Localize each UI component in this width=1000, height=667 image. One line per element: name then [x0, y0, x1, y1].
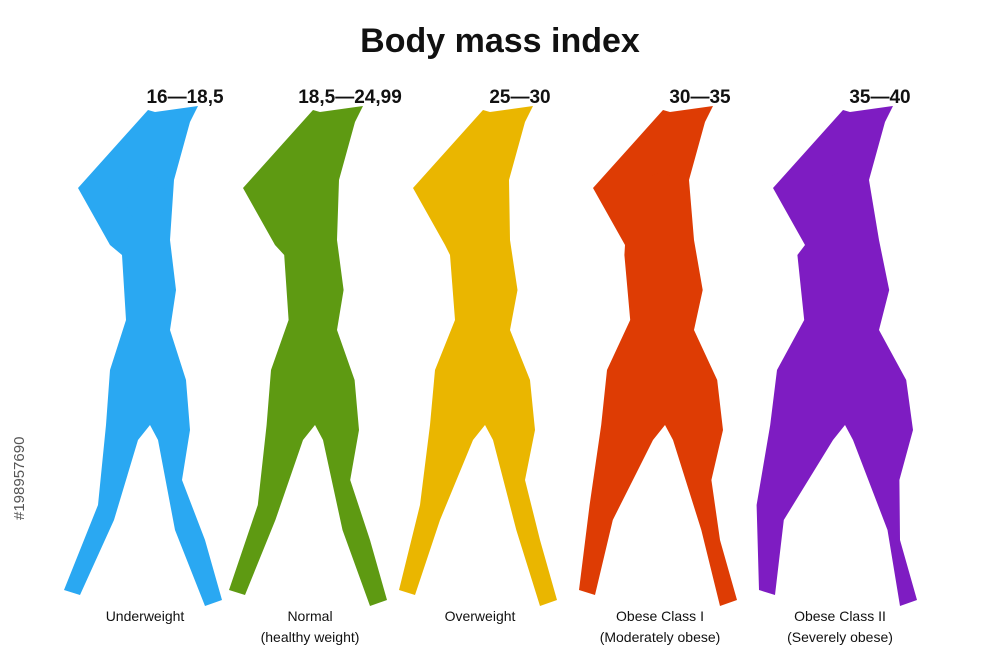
silhouette — [229, 106, 387, 606]
image-id: #198957690 — [11, 437, 28, 520]
bmi-range: 30—35 — [669, 87, 731, 108]
silhouette-neck — [303, 215, 319, 245]
title: Body mass index — [360, 22, 640, 60]
silhouette — [64, 106, 222, 606]
silhouette-head — [126, 173, 166, 223]
category-label: Overweight — [445, 608, 516, 624]
bmi-range: 16—18,5 — [146, 87, 224, 108]
category-label: Obese Class II — [794, 608, 886, 624]
silhouette-head — [641, 173, 681, 223]
category-label: Normal — [287, 608, 332, 624]
silhouette-head — [291, 173, 331, 223]
bmi-range: 18,5—24,99 — [298, 87, 402, 108]
category-label: (healthy weight) — [261, 629, 360, 645]
silhouette-neck — [833, 215, 849, 245]
category-label: Underweight — [106, 608, 185, 624]
silhouette-head — [821, 173, 861, 223]
category-label: (Moderately obese) — [600, 629, 721, 645]
silhouette-neck — [138, 215, 154, 245]
silhouette-neck — [653, 215, 669, 245]
silhouette — [399, 106, 557, 606]
silhouette-head — [461, 173, 501, 223]
category-label: Obese Class I — [616, 608, 704, 624]
bmi-range: 25—30 — [489, 87, 550, 108]
silhouette-neck — [473, 215, 489, 245]
silhouette — [579, 106, 737, 606]
category-label: (Severely obese) — [787, 629, 893, 645]
silhouette — [756, 106, 917, 606]
bmi-range: 35—40 — [849, 87, 910, 108]
